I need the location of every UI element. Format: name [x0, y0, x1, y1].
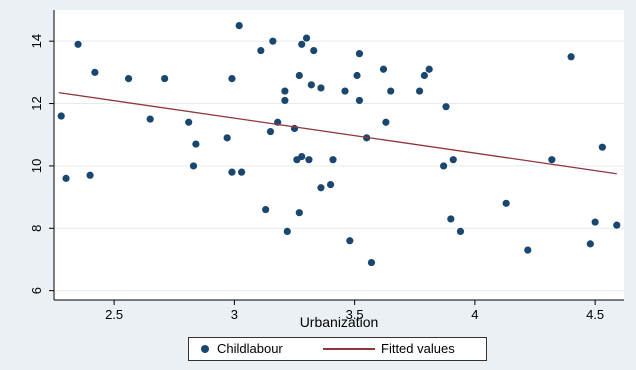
- y-tick-label: 14: [29, 34, 44, 48]
- childlabour-point: [283, 227, 291, 235]
- childlabour-point: [295, 71, 303, 80]
- childlabour-point: [310, 46, 318, 55]
- childlabour-point: [262, 205, 270, 214]
- x-tick-label: 4.5: [586, 307, 604, 322]
- childlabour-point: [295, 209, 303, 217]
- childlabour-point: [57, 112, 65, 120]
- x-tick-label: 3.5: [346, 307, 364, 322]
- childlabour-point: [91, 68, 99, 76]
- childlabour-point: [228, 168, 236, 176]
- childlabour-point: [235, 21, 243, 30]
- childlabour-point: [341, 87, 349, 95]
- childlabour-point: [329, 156, 337, 164]
- childlabour-point: [189, 162, 198, 170]
- y-tick-label: 6: [29, 287, 44, 294]
- childlabour-point: [269, 37, 277, 45]
- childlabour-point: [305, 156, 313, 164]
- childlabour-point: [613, 221, 621, 229]
- childlabour-point: [425, 65, 433, 73]
- y-tick-label: 10: [29, 159, 44, 173]
- childlabour-point: [281, 87, 289, 95]
- childlabour-point: [415, 87, 424, 95]
- childlabour-point: [353, 71, 361, 80]
- childlabour-point: [379, 65, 388, 73]
- tick-labels: 6 8 10 12 14 2.5 3 3.5 4 4.5: [29, 34, 604, 322]
- childlabour-point: [456, 227, 465, 235]
- childlabour-point: [74, 40, 82, 48]
- y-tick-label: 8: [29, 225, 44, 232]
- legend-marker-dot-icon: [201, 345, 209, 353]
- childlabour-point: [440, 162, 448, 170]
- childlabour-point: [355, 96, 364, 105]
- childlabour-point: [449, 156, 457, 164]
- legend: Childlabour Fitted values: [188, 337, 487, 361]
- x-tick-label: 4: [471, 307, 478, 322]
- childlabour-point: [591, 218, 599, 226]
- childlabour-point: [298, 40, 306, 48]
- childlabour-point: [146, 115, 154, 123]
- legend-label-childlabour: Childlabour: [217, 341, 283, 356]
- childlabour-point: [281, 96, 289, 105]
- axes: [49, 10, 624, 305]
- childlabour-point: [192, 140, 200, 148]
- fitted-values-line: [58, 91, 617, 175]
- childlabour-point: [326, 181, 335, 189]
- childlabour-point: [447, 215, 455, 223]
- gridlines: [54, 40, 624, 292]
- childlabour-point: [62, 174, 70, 182]
- childlabour-point: [228, 75, 236, 83]
- childlabour-point: [548, 156, 556, 164]
- childlabour-point: [382, 118, 390, 126]
- x-axis-label: Urbanization: [300, 314, 379, 330]
- childlabour-point: [124, 75, 133, 83]
- x-tick-label: 3: [231, 307, 238, 322]
- data-marks: [57, 21, 621, 267]
- childlabour-point: [502, 199, 510, 207]
- childlabour-point: [567, 53, 575, 61]
- childlabour-point: [161, 75, 169, 83]
- y-tick-label: 12: [29, 96, 44, 110]
- childlabour-point: [185, 118, 193, 126]
- childlabour-point: [237, 168, 246, 176]
- legend-label-fitted-values: Fitted values: [381, 341, 455, 356]
- childlabour-point: [302, 34, 311, 42]
- childlabour-point: [586, 240, 594, 248]
- childlabour-point: [317, 84, 325, 92]
- childlabour-point: [346, 237, 354, 245]
- childlabour-point: [367, 258, 376, 267]
- plot-area: [54, 10, 624, 300]
- childlabour-point: [317, 184, 325, 192]
- childlabour-point: [223, 134, 231, 142]
- childlabour-point: [524, 246, 532, 254]
- childlabour-point: [598, 143, 606, 151]
- childlabour-point: [387, 87, 395, 95]
- childlabour-point: [442, 103, 450, 111]
- childlabour-point: [355, 50, 364, 58]
- childlabour-point: [420, 71, 428, 80]
- childlabour-point: [86, 171, 94, 179]
- childlabour-point: [257, 46, 265, 55]
- childlabour-point: [307, 81, 315, 89]
- legend-marker-line-icon: [323, 348, 375, 350]
- x-tick-label: 2.5: [105, 307, 123, 322]
- childlabour-point: [298, 152, 306, 161]
- childlabour-point: [266, 128, 275, 136]
